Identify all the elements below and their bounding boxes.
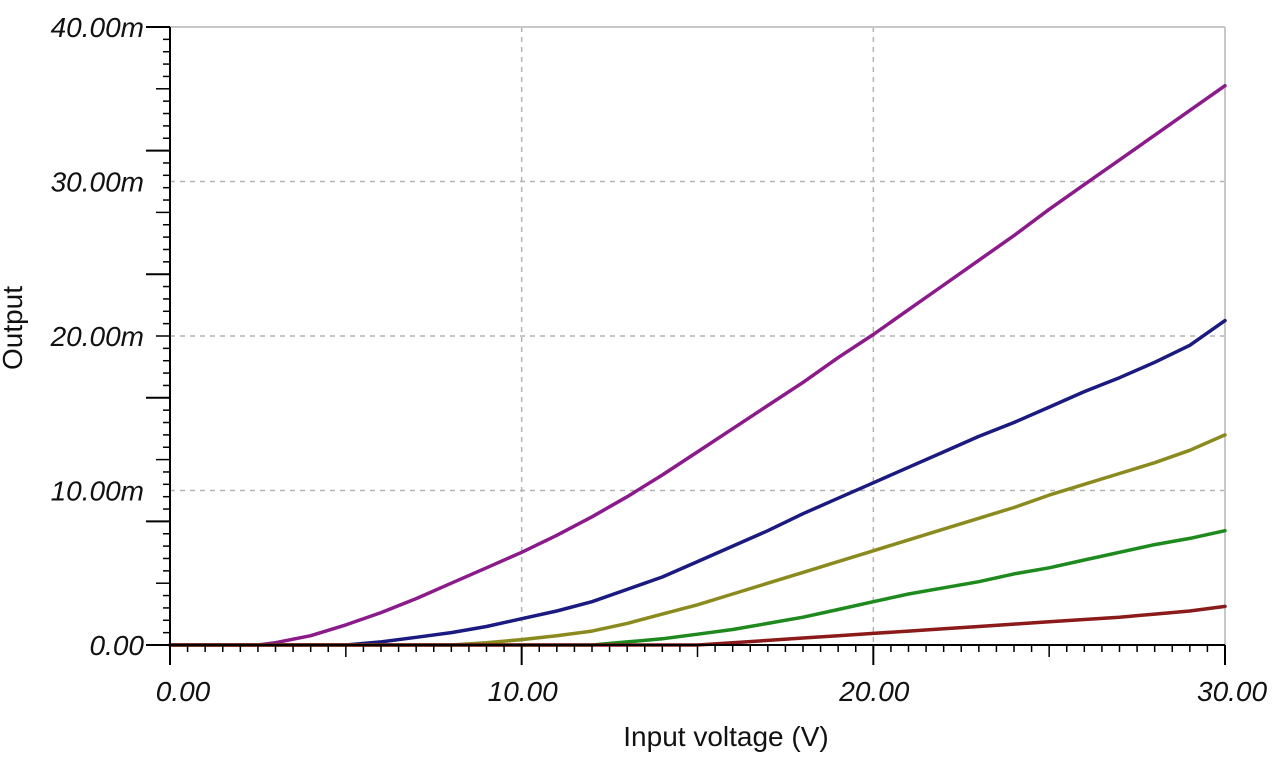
y-tick-label: 0.00: [90, 630, 145, 661]
x-tick-label: 20.00: [838, 676, 909, 707]
y-tick-label: 10.00m: [51, 476, 144, 507]
series-lines: [168, 83, 1227, 647]
series-line-2: [168, 318, 1227, 647]
series-line-5: [168, 604, 1227, 647]
series-line-1: [168, 83, 1227, 647]
tick-labels: 0.00 10.00m 20.00m 30.00m 40.00m 0.00 10.00 20.…: [50, 12, 1268, 707]
y-axis-title: Output: [0, 286, 28, 370]
x-tick-label: 10.00: [488, 676, 558, 707]
x-tick-label: 0.00: [156, 676, 211, 707]
x-tick-label: 30.00: [1197, 676, 1267, 707]
y-tick-label: 30.00m: [51, 167, 144, 198]
x-axis-title: Input voltage (V): [623, 721, 828, 752]
plot-frame: [170, 26, 1226, 645]
y-tick-label: 20.00m: [50, 321, 144, 352]
axes: [146, 26, 1226, 665]
plot-background: [170, 27, 1225, 645]
y-tick-label: 40.00m: [51, 12, 144, 43]
series-line-3: [168, 433, 1227, 647]
grid-lines: [170, 26, 1225, 645]
series-line-4: [168, 528, 1227, 647]
